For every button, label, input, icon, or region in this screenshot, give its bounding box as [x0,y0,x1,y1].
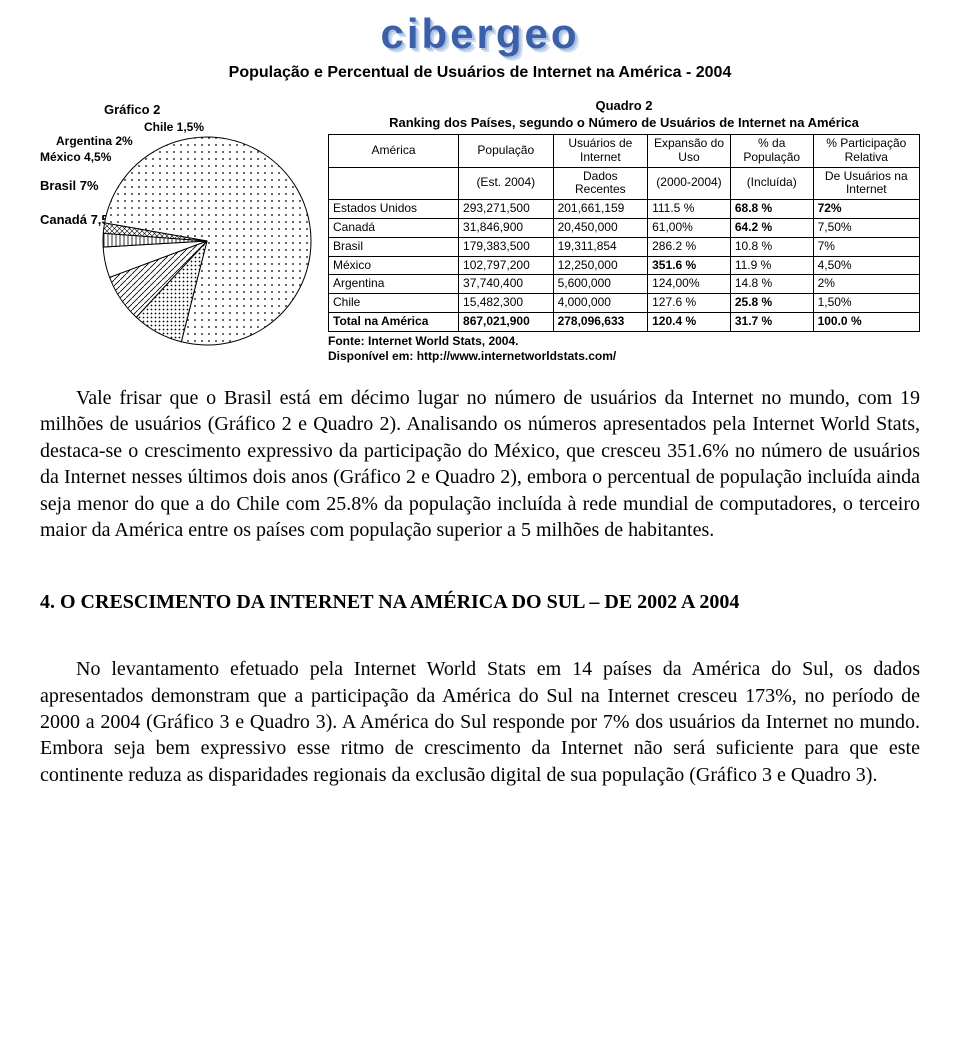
table-cell: 19,311,854 [553,237,648,256]
table-total-row: Total na América867,021,900278,096,63312… [329,312,920,331]
table-row: México102,797,20012,250,000351.6 %11.9 %… [329,256,920,275]
table-cell: 1,50% [813,294,919,313]
table-cell: Canadá [329,218,459,237]
table-cell: 4,50% [813,256,919,275]
table-cell: 20,450,000 [553,218,648,237]
table-cell: Estados Unidos [329,200,459,219]
pie-svg [102,136,312,351]
table-panel: Quadro 2 Ranking dos Países, segundo o N… [328,98,920,365]
table-cell: 278,096,633 [553,312,648,331]
table-cell: 10.8 % [730,237,813,256]
table-cell: 2% [813,275,919,294]
figures-row: Gráfico 2 Chile 1,5% Argentina 2% México… [40,98,920,365]
table-row: Chile15,482,3004,000,000127.6 %25.8 %1,5… [329,294,920,313]
table-cell: 286.2 % [648,237,731,256]
table-col-subheader: (Est. 2004) [459,167,554,200]
table-col-header: América [329,135,459,168]
table-cell: 5,600,000 [553,275,648,294]
pie-label-brasil: Brasil 7% [40,178,99,193]
logo-text: cibergeo [380,10,579,57]
table-cell: 867,021,900 [459,312,554,331]
table-cell: Brasil [329,237,459,256]
pie-chart-panel: Gráfico 2 Chile 1,5% Argentina 2% México… [40,98,320,365]
table-header-1: Quadro 2 [328,98,920,113]
table-cell: 11.9 % [730,256,813,275]
table-cell: 100.0 % [813,312,919,331]
table-col-header: População [459,135,554,168]
paragraph-1: Vale frisar que o Brasil está em décimo … [40,385,920,543]
table-cell: 14.8 % [730,275,813,294]
table-col-subheader: De Usuários na Internet [813,167,919,200]
table-cell: Argentina [329,275,459,294]
table-cell: 127.6 % [648,294,731,313]
main-title: População e Percentual de Usuários de In… [40,64,920,82]
pie-header: Gráfico 2 [104,102,160,117]
table-row: Canadá31,846,90020,450,00061,00%64.2 %7,… [329,218,920,237]
table-cell: 31,846,900 [459,218,554,237]
table-header-2: Ranking dos Países, segundo o Número de … [328,115,920,130]
table-cell: 12,250,000 [553,256,648,275]
paragraph-2: No levantamento efetuado pela Internet W… [40,656,920,788]
table-row: Brasil179,383,50019,311,854286.2 %10.8 %… [329,237,920,256]
section-heading: 4. O CRESCIMENTO DA INTERNET NA AMÉRICA … [40,591,920,614]
table-cell: 351.6 % [648,256,731,275]
table-col-subheader: Dados Recentes [553,167,648,200]
table-cell: 4,000,000 [553,294,648,313]
table-header-row-2: (Est. 2004)Dados Recentes(2000-2004)(Inc… [329,167,920,200]
table-row: Argentina37,740,4005,600,000124,00%14.8 … [329,275,920,294]
table-cell: 120.4 % [648,312,731,331]
table-cell: 68.8 % [730,200,813,219]
table-col-header: % Participação Relativa [813,135,919,168]
table-cell: 25.8 % [730,294,813,313]
table-cell: México [329,256,459,275]
table-col-subheader: (2000-2004) [648,167,731,200]
table-cell: 72% [813,200,919,219]
table-cell: 7% [813,237,919,256]
table-cell: Total na América [329,312,459,331]
table-col-header: % da População [730,135,813,168]
table-cell: 64.2 % [730,218,813,237]
table-cell: 111.5 % [648,200,731,219]
table-cell: 179,383,500 [459,237,554,256]
table-footer-url: Disponível em: http://www.internetworlds… [328,349,616,363]
table-col-subheader [329,167,459,200]
paragraph-1-text: Vale frisar que o Brasil está em décimo … [40,385,920,543]
logo: cibergeo [40,10,920,58]
ranking-table: AméricaPopulaçãoUsuários de InternetExpa… [328,134,920,332]
table-cell: 61,00% [648,218,731,237]
table-cell: Chile [329,294,459,313]
table-cell: 201,661,159 [553,200,648,219]
table-cell: 37,740,400 [459,275,554,294]
table-cell: 293,271,500 [459,200,554,219]
pie-label-chile: Chile 1,5% [144,120,204,134]
table-cell: 102,797,200 [459,256,554,275]
table-col-header: Usuários de Internet [553,135,648,168]
table-cell: 15,482,300 [459,294,554,313]
table-row: Estados Unidos293,271,500201,661,159111.… [329,200,920,219]
table-cell: 124,00% [648,275,731,294]
table-col-subheader: (Incluída) [730,167,813,200]
table-cell: 7,50% [813,218,919,237]
table-header-row-1: AméricaPopulaçãoUsuários de InternetExpa… [329,135,920,168]
table-col-header: Expansão do Uso [648,135,731,168]
pie-label-mexico: México 4,5% [40,150,111,164]
table-footer-source: Fonte: Internet World Stats, 2004. [328,334,518,348]
table-footer: Fonte: Internet World Stats, 2004. Dispo… [328,334,920,365]
table-cell: 31.7 % [730,312,813,331]
